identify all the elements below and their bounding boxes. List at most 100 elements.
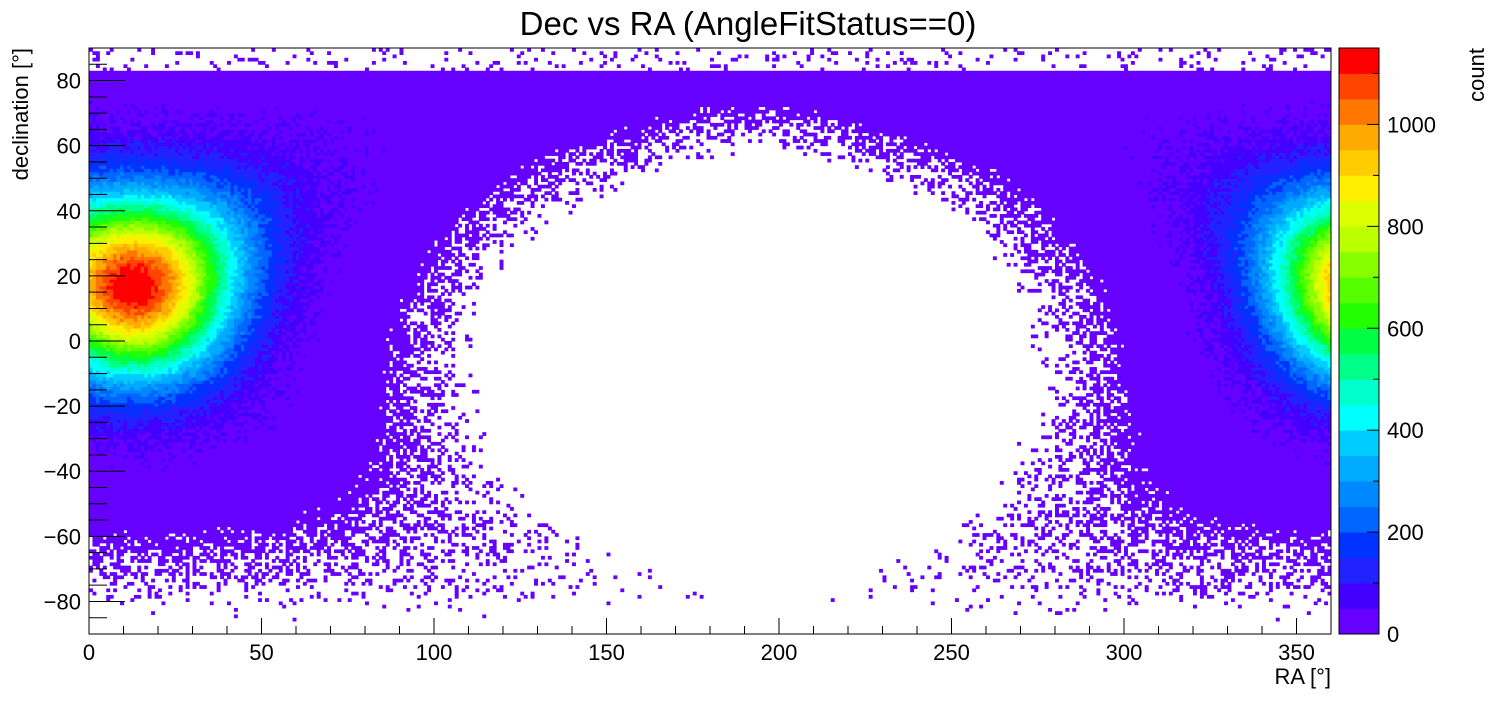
heatmap-cell (92, 116, 97, 121)
heatmap-cell (175, 516, 180, 521)
heatmap-cell (178, 233, 183, 238)
heatmap-cell (95, 126, 100, 130)
heatmap-cell (158, 132, 162, 137)
heatmap-cell (147, 259, 152, 264)
heatmap-cell (140, 191, 145, 195)
heatmap-cell (189, 103, 193, 108)
heatmap-cell (144, 523, 149, 528)
heatmap-cell (164, 494, 169, 498)
heatmap-cell (109, 445, 114, 449)
heatmap-cell (99, 467, 104, 472)
heatmap-cell (140, 516, 145, 521)
heatmap-cell (164, 269, 169, 274)
heatmap-cell (158, 396, 162, 401)
heatmap-cell (189, 285, 193, 290)
heatmap-cell (116, 210, 121, 215)
heatmap-cell (144, 487, 149, 492)
heatmap-cell (130, 57, 135, 62)
heatmap-cell (144, 292, 149, 296)
heatmap-cell (158, 100, 162, 104)
heatmap-cell (199, 259, 204, 264)
heatmap-cell (185, 178, 190, 182)
heatmap-cell (123, 435, 128, 440)
heatmap-cell (99, 126, 104, 130)
heatmap-cell (140, 285, 145, 290)
heatmap-cell (137, 158, 142, 163)
heatmap-cell (92, 87, 97, 91)
heatmap-cell (182, 471, 187, 475)
heatmap-cell (171, 171, 176, 176)
heatmap-cell (147, 70, 152, 75)
heatmap-cell (113, 415, 118, 420)
heatmap-cell (178, 555, 183, 560)
heatmap-cell (137, 279, 142, 283)
heatmap-cell (113, 184, 118, 189)
heatmap-cell (109, 187, 114, 192)
heatmap-cell (140, 555, 145, 560)
heatmap-cell (99, 155, 104, 160)
heatmap-cell (199, 445, 204, 449)
heatmap-cell (109, 314, 114, 319)
heatmap-cell (102, 510, 107, 515)
heatmap-cell (109, 126, 114, 130)
heatmap-cell (161, 487, 166, 492)
heatmap-cell (116, 227, 121, 231)
heatmap-cell (178, 204, 183, 209)
heatmap-cell (185, 347, 190, 352)
heatmap-cell (182, 516, 187, 521)
heatmap-cell (130, 380, 135, 384)
heatmap-cell (89, 217, 93, 222)
heatmap-cell (178, 533, 183, 537)
heatmap-cell (158, 458, 162, 462)
heatmap-cell (109, 145, 114, 150)
heatmap-cell (182, 201, 187, 205)
heatmap-cell (113, 113, 118, 117)
heatmap-cell (168, 507, 173, 511)
heatmap-cell (99, 93, 104, 98)
heatmap-cell (171, 288, 176, 293)
heatmap-cell (130, 174, 135, 179)
heatmap-cell (151, 178, 156, 182)
heatmap-cell (164, 344, 169, 349)
heatmap-cell (130, 204, 135, 209)
heatmap-cell (109, 337, 114, 342)
heatmap-cell (192, 93, 197, 98)
heatmap-cell (161, 432, 166, 436)
heatmap-cell (161, 298, 166, 303)
heatmap-cell (168, 210, 173, 215)
heatmap-cell (171, 214, 176, 218)
heatmap-cell (126, 272, 131, 277)
heatmap-cell (95, 471, 100, 475)
heatmap-cell (171, 314, 176, 319)
heatmap-cell (89, 347, 93, 352)
heatmap-cell (137, 227, 142, 231)
heatmap-cell (151, 80, 156, 85)
heatmap-cell (89, 327, 93, 332)
heatmap-cell (171, 494, 176, 498)
heatmap-cell (130, 113, 135, 117)
heatmap-cell (161, 262, 166, 267)
heatmap-cell (192, 422, 197, 427)
heatmap-cell (113, 109, 118, 114)
heatmap-cell (95, 80, 100, 85)
heatmap-cell (161, 601, 166, 606)
heatmap-cell (99, 210, 104, 215)
heatmap-cell (192, 181, 197, 186)
heatmap-cell (185, 168, 190, 173)
heatmap-cell (164, 314, 169, 319)
heatmap-cell (113, 510, 118, 515)
heatmap-cell (164, 74, 169, 78)
heatmap-cell (161, 435, 166, 440)
heatmap-cell (106, 588, 111, 593)
heatmap-cell (140, 87, 145, 91)
heatmap-cell (130, 275, 135, 280)
heatmap-cell (154, 74, 159, 78)
heatmap-cell (182, 474, 187, 479)
heatmap-cell (168, 520, 173, 524)
heatmap-cell (126, 435, 131, 440)
heatmap-cell (192, 191, 197, 195)
heatmap-cell (178, 337, 183, 342)
heatmap-cell (195, 142, 200, 147)
heatmap-cell (158, 432, 162, 436)
heatmap-cell (109, 331, 114, 335)
